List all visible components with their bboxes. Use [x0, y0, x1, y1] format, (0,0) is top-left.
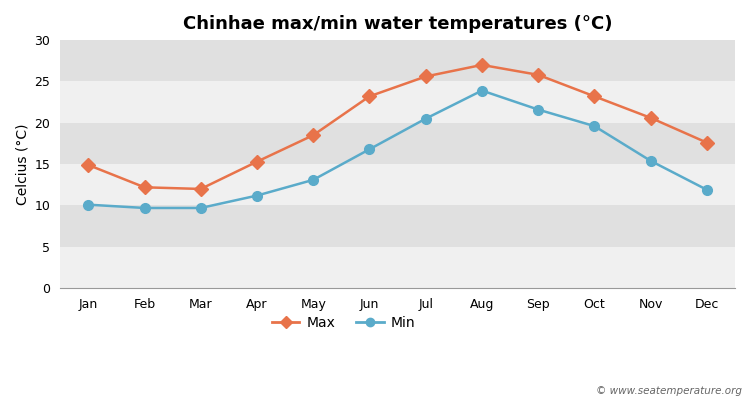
Bar — [60, 123, 735, 164]
Title: Chinhae max/min water temperatures (°C): Chinhae max/min water temperatures (°C) — [183, 15, 612, 33]
Y-axis label: Celcius (°C): Celcius (°C) — [15, 123, 29, 205]
Legend: Max, Min: Max, Min — [266, 311, 421, 336]
Bar — [60, 206, 735, 247]
Text: © www.seatemperature.org: © www.seatemperature.org — [596, 386, 742, 396]
Bar — [60, 40, 735, 82]
